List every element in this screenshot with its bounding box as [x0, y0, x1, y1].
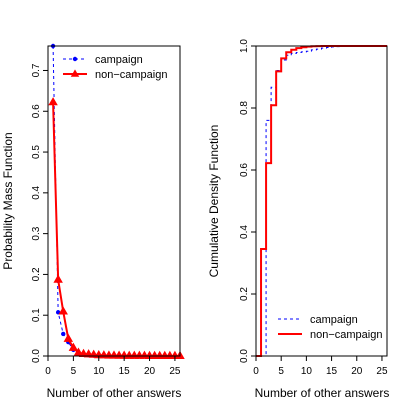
cdf-x-tick-label: 25	[376, 366, 388, 377]
pmf-x-axis-label: Number of other answers	[47, 386, 182, 400]
pmf-x-tick-label: 5	[71, 366, 77, 377]
pmf-data-point	[63, 333, 74, 342]
pmf-plot-frame	[47, 45, 181, 357]
cdf-x-tick-label: 10	[301, 366, 313, 377]
cdf-x-tick-label: 20	[351, 366, 363, 377]
pmf-y-tick-label: 0.0	[31, 349, 42, 363]
cdf-y-axis-label: Cumulative Density Function	[207, 125, 221, 278]
pmf-data-point	[73, 347, 84, 356]
pmf-legend-label-1: non−campaign	[95, 69, 167, 81]
pmf-legend: campaign non−campaign	[63, 54, 167, 81]
pmf-data-point	[68, 342, 79, 351]
cdf-y-tick-label: 0.6	[239, 163, 250, 177]
pmf-x-tick-label: 10	[93, 366, 105, 377]
cdf-x-axis-label: Number of other answers	[255, 386, 390, 400]
pmf-data-point	[58, 306, 68, 315]
pmf-legend-marker	[72, 56, 78, 62]
pmf-y-tick-label: 0.1	[31, 308, 42, 322]
pmf-data-point	[61, 331, 66, 337]
pmf-y-tick-label: 0.7	[31, 63, 42, 77]
pmf-legend-label-0: campaign	[95, 54, 143, 66]
pmf-x-tick-label: 25	[169, 366, 181, 377]
cdf-legend-label-1: non−campaign	[310, 329, 382, 341]
cdf-legend: campaign non−campaign	[278, 314, 382, 341]
pmf-x-tick-label: 20	[144, 366, 156, 377]
cdf-y-tick-label: 0.4	[239, 225, 250, 239]
pmf-y-tick-label: 0.4	[31, 185, 42, 199]
pmf-y-axis-label: Probability Mass Function	[1, 132, 15, 269]
pmf-data-point	[53, 274, 63, 283]
cdf-plot-frame	[255, 45, 388, 357]
pmf-y-tick-label: 0.2	[31, 267, 42, 281]
pmf-y-tick-label: 0.6	[31, 104, 42, 118]
cdf-x-tick-label: 15	[326, 366, 338, 377]
cdf-x-tick-label: 0	[253, 366, 259, 377]
cdf-panel: 0 5 10 15 20 25 0.0 0.2 0.4 0.6 0.8 1.0 campaign non−…	[239, 39, 388, 377]
pmf-x-tick-label: 0	[45, 366, 51, 377]
cdf-y-tick-label: 1.0	[239, 39, 250, 53]
cdf-legend-label-0: campaign	[310, 314, 358, 326]
cdf-y-tick-label: 0.2	[239, 287, 250, 301]
cdf-y-tick-label: 0.8	[239, 101, 250, 115]
pmf-y-tick-label: 0.3	[31, 226, 42, 240]
cdf-y-tick-label: 0.0	[239, 349, 250, 363]
pmf-panel: 0 5 10 15 20 25 0.0 0.1 0.2 0.3 0.4 0.5 0.6 0.7 campai…	[31, 43, 185, 377]
pmf-x-tick-label: 15	[119, 366, 131, 377]
pmf-data-point	[48, 97, 58, 106]
cdf-x-tick-label: 5	[278, 366, 284, 377]
pmf-y-tick-label: 0.5	[31, 145, 42, 159]
pmf-legend-marker	[70, 69, 80, 77]
